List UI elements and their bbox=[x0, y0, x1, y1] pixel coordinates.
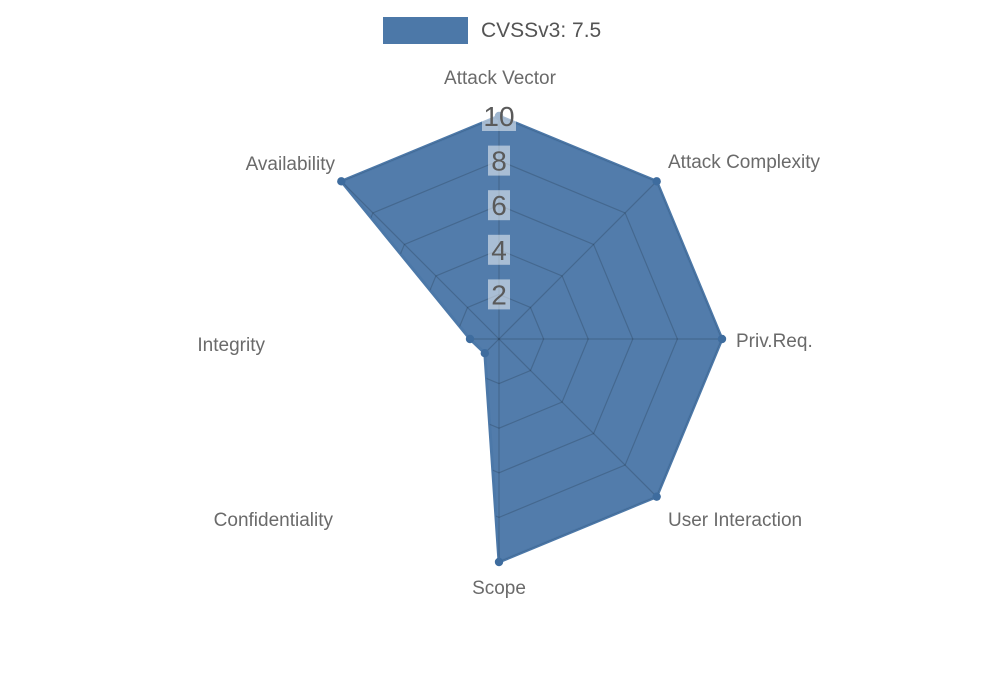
grid-spoke bbox=[498, 338, 658, 498]
grid-ring bbox=[453, 293, 545, 385]
axis-label-confidentiality: Confidentiality bbox=[214, 510, 334, 531]
axis-label-integrity: Integrity bbox=[197, 335, 265, 356]
axis-label-user-interaction: User Interaction bbox=[668, 510, 802, 531]
axis-label-availability: Availability bbox=[246, 154, 336, 175]
tick-label: 10 bbox=[483, 101, 514, 132]
grid-spoke bbox=[341, 338, 500, 498]
tick-backdrop bbox=[488, 234, 510, 265]
data-point-marker bbox=[652, 492, 661, 501]
grid-ring bbox=[341, 116, 722, 562]
axis-label-priv-req: Priv.Req. bbox=[736, 331, 813, 352]
grid-spoke bbox=[341, 180, 500, 340]
tick-label: 4 bbox=[491, 235, 507, 266]
axis-label-scope: Scope bbox=[472, 578, 526, 599]
data-point-marker bbox=[717, 334, 727, 344]
legend-swatch bbox=[383, 17, 468, 44]
legend-label: CVSSv3: 7.5 bbox=[481, 18, 602, 42]
data-point-marker bbox=[494, 557, 504, 567]
tick-label: 6 bbox=[491, 190, 507, 221]
tick-label: 8 bbox=[491, 146, 507, 177]
data-point-marker bbox=[337, 177, 346, 186]
tick-backdrop bbox=[488, 190, 510, 221]
axis-label-attack-vector: Attack Vector bbox=[444, 68, 557, 89]
data-point-marker bbox=[465, 334, 475, 344]
tick-label: 2 bbox=[491, 279, 507, 310]
chart-legend[interactable]: CVSSv3: 7.5 bbox=[383, 17, 601, 44]
tick-backdrop bbox=[488, 145, 510, 176]
data-point-marker bbox=[480, 348, 490, 358]
grid-spoke bbox=[498, 180, 658, 340]
tick-backdrop bbox=[488, 279, 510, 310]
data-point-marker bbox=[652, 177, 661, 186]
axis-label-attack-complexity: Attack Complexity bbox=[668, 152, 821, 173]
tick-backdrop bbox=[482, 101, 516, 131]
